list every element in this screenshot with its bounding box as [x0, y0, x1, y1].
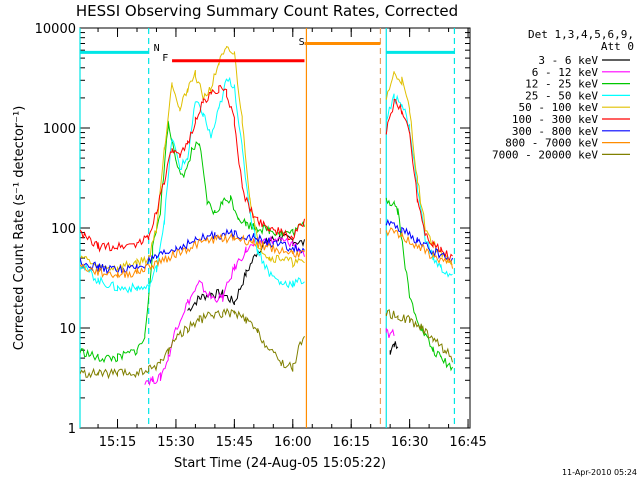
- y-tick-label: 1: [68, 422, 76, 437]
- y-tick-label: 10000: [35, 22, 76, 37]
- annotations: NF S: [154, 37, 305, 64]
- state-bars: [80, 41, 455, 63]
- y-axis-label: Corrected Count Rate (s⁻¹ detector⁻¹): [12, 106, 27, 351]
- legend-entry-label: 6 - 12 keV: [532, 66, 599, 79]
- legend-entry-label: 7000 - 20000 keV: [492, 148, 598, 161]
- series-line-6: [80, 84, 453, 261]
- y-tick-label: 10: [59, 322, 76, 337]
- y-tick-label: 100: [51, 222, 76, 237]
- legend-entry-label: 300 - 800 keV: [512, 125, 598, 138]
- x-tick-label: 16:45: [449, 435, 486, 450]
- legend-entry-label: 3 - 6 keV: [538, 54, 598, 67]
- flare-label: F: [162, 53, 168, 64]
- vertical-markers: [79, 28, 456, 428]
- legend-entry-label: 800 - 7000 keV: [505, 137, 598, 150]
- saa-label: S: [299, 37, 305, 48]
- timestamp: 11-Apr-2010 05:24: [562, 468, 637, 477]
- chart-title: HESSI Observing Summary Count Rates, Cor…: [76, 2, 458, 20]
- legend-entry-label: 100 - 300 keV: [512, 113, 598, 126]
- legend-header-line-1: Det 1,3,4,5,6,9,: [528, 28, 634, 41]
- series-layer: [80, 45, 453, 386]
- series-line-5: [80, 45, 453, 272]
- x-tick-label: 15:45: [216, 435, 253, 450]
- plot-frame: [79, 27, 471, 429]
- y-axis: 1 10 100 1000 10000: [35, 22, 470, 437]
- x-axis: 15:15 15:30 15:45 16:00 16:15 16:30 16:45: [97, 28, 487, 450]
- y-tick-label: 1000: [43, 122, 76, 137]
- legend-entry-label: 12 - 25 keV: [525, 78, 598, 91]
- night-label: N: [154, 43, 160, 54]
- x-tick-label: 16:15: [332, 435, 369, 450]
- legend-entry-label: 25 - 50 keV: [525, 89, 598, 102]
- x-tick-label: 15:15: [99, 435, 136, 450]
- x-tick-label: 15:30: [157, 435, 194, 450]
- series-line-4: [80, 76, 453, 294]
- legend-entry-label: 50 - 100 keV: [519, 101, 599, 114]
- x-tick-label: 16:00: [274, 435, 311, 450]
- series-line-8: [80, 227, 453, 279]
- x-axis-label: Start Time (24-Aug-05 15:05:22): [174, 456, 386, 471]
- series-line-9: [80, 307, 453, 380]
- x-tick-label: 16:30: [391, 435, 428, 450]
- legend-header-line-2: Att 0: [601, 40, 634, 53]
